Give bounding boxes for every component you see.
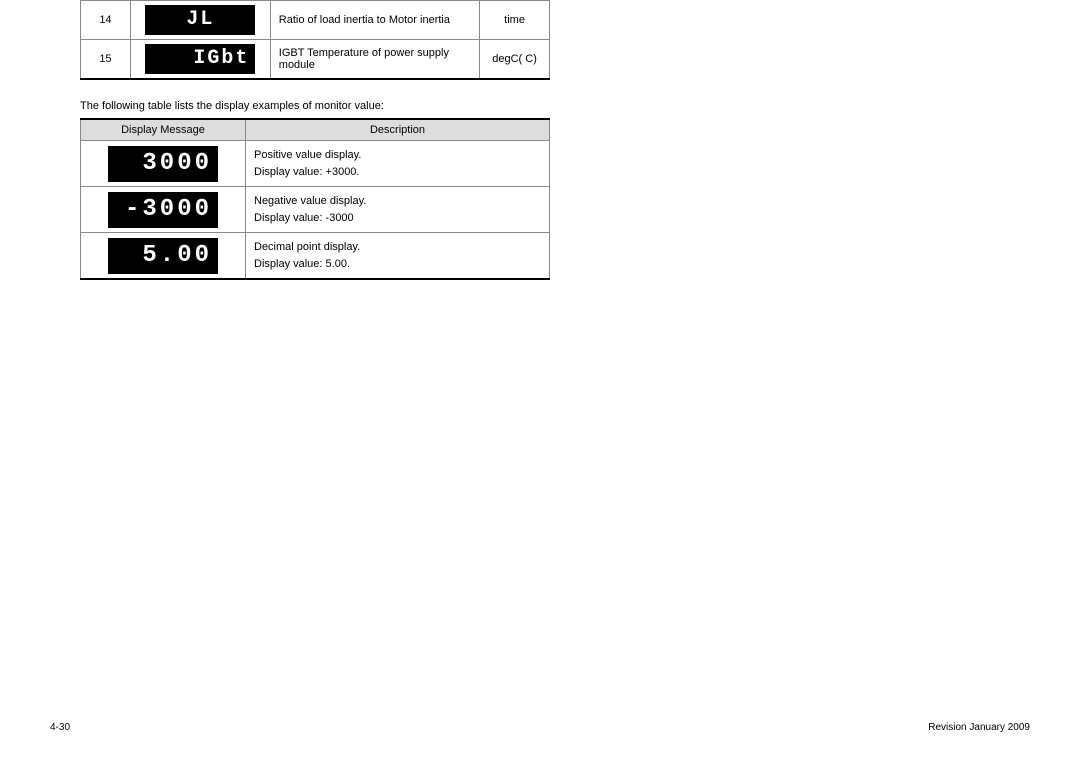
desc-line: Positive value display. (254, 149, 361, 161)
lcd-display: 3000 (108, 146, 218, 182)
unit-cell: time (480, 1, 550, 40)
header-description: Description (246, 119, 550, 141)
revision-text: Revision January 2009 (928, 722, 1030, 733)
lcd-display: JL (145, 5, 255, 35)
table-header-row: Display Message Description (81, 119, 550, 141)
table-row: 14 JL Ratio of load inertia to Motor ine… (81, 1, 550, 40)
description-cell: Ratio of load inertia to Motor inertia (270, 1, 479, 40)
display-cell: JL (130, 1, 270, 40)
lcd-display: IGbt (145, 44, 255, 74)
desc-line: Negative value display. (254, 195, 366, 207)
description-cell: Decimal point display. Display value: 5.… (246, 233, 550, 280)
table-row: 3000 Positive value display. Display val… (81, 141, 550, 187)
row-number: 14 (81, 1, 131, 40)
unit-cell: degC( C) (480, 40, 550, 80)
desc-line: Decimal point display. (254, 241, 360, 253)
page-footer: 4-30 Revision January 2009 (50, 722, 1030, 733)
parameters-table-body: 14 JL Ratio of load inertia to Motor ine… (81, 1, 550, 80)
page-content: 14 JL Ratio of load inertia to Motor ine… (80, 0, 550, 280)
desc-line: Display value: 5.00. (254, 258, 350, 270)
display-examples-table: Display Message Description 3000 Positiv… (80, 118, 550, 280)
row-number: 15 (81, 40, 131, 80)
page-number: 4-30 (50, 722, 70, 733)
desc-line: Display value: +3000. (254, 166, 359, 178)
table-row: 15 IGbt IGBT Temperature of power supply… (81, 40, 550, 80)
table-row: 5.00 Decimal point display. Display valu… (81, 233, 550, 280)
lcd-display: -3000 (108, 192, 218, 228)
display-cell: 3000 (81, 141, 246, 187)
intro-text: The following table lists the display ex… (80, 100, 550, 112)
desc-line: Display value: -3000 (254, 212, 354, 224)
description-cell: Negative value display. Display value: -… (246, 187, 550, 233)
lcd-display: 5.00 (108, 238, 218, 274)
parameters-table: 14 JL Ratio of load inertia to Motor ine… (80, 0, 550, 80)
table-row: -3000 Negative value display. Display va… (81, 187, 550, 233)
display-cell: 5.00 (81, 233, 246, 280)
description-cell: IGBT Temperature of power supply module (270, 40, 479, 80)
description-cell: Positive value display. Display value: +… (246, 141, 550, 187)
header-display-message: Display Message (81, 119, 246, 141)
display-cell: IGbt (130, 40, 270, 80)
display-cell: -3000 (81, 187, 246, 233)
